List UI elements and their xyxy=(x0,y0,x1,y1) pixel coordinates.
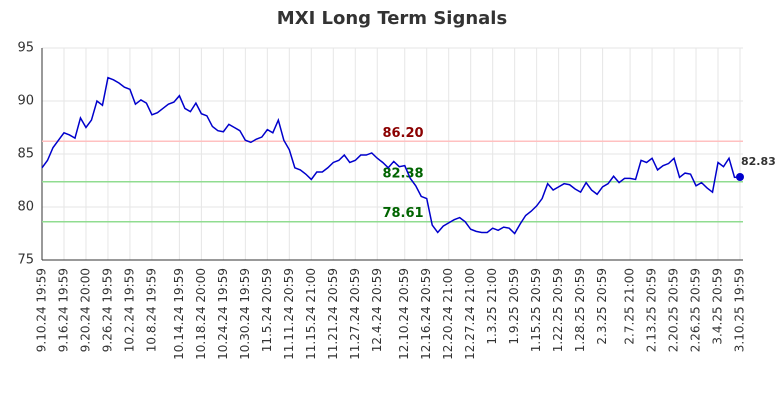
x-tick-label: 2.7.25 21:00 xyxy=(623,268,637,345)
x-tick-label: 10.24.24 19:59 xyxy=(216,268,230,360)
y-tick-label: 80 xyxy=(17,200,34,215)
x-tick-label: 9.16.24 19:59 xyxy=(56,268,70,352)
x-tick-label: 1.22.25 20:59 xyxy=(551,268,565,352)
x-tick-label: 9.20.24 20:00 xyxy=(78,268,92,352)
signal-label: 78.61 xyxy=(382,206,423,221)
x-tick-label: 12.10.24 20:59 xyxy=(397,268,411,360)
x-tick-label: 9.26.24 19:59 xyxy=(100,268,114,352)
x-tick-label: 10.18.24 20:00 xyxy=(194,268,208,360)
x-tick-label: 11.21.24 20:59 xyxy=(326,268,340,360)
x-tick-label: 9.10.24 19:59 xyxy=(35,268,49,352)
x-tick-label: 1.15.25 20:59 xyxy=(529,268,543,352)
x-tick-label: 10.14.24 19:59 xyxy=(172,268,186,360)
x-tick-label: 12.20.24 21:00 xyxy=(441,268,455,360)
x-tick-label: 10.30.24 19:59 xyxy=(238,268,252,360)
y-tick-label: 85 xyxy=(17,147,34,162)
x-tick-label: 12.4.24 20:59 xyxy=(370,268,384,352)
x-tick-label: 12.27.24 21:00 xyxy=(463,268,477,360)
x-tick-label: 1.28.25 20:59 xyxy=(573,268,587,352)
price-line xyxy=(41,76,741,235)
x-tick-label: 11.11.24 20:59 xyxy=(282,268,296,360)
x-tick-label: 3.4.25 20:59 xyxy=(711,268,725,345)
y-tick-label: 90 xyxy=(17,94,34,109)
x-tick-label: 10.2.24 19:59 xyxy=(122,268,136,352)
x-tick-label: 1.9.25 20:59 xyxy=(507,268,521,345)
chart-title: MXI Long Term Signals xyxy=(277,8,507,29)
signal-label: 82.38 xyxy=(382,166,423,181)
signal-label: 86.20 xyxy=(382,126,423,141)
x-tick-label: 2.26.25 20:59 xyxy=(689,268,703,352)
y-tick-label: 75 xyxy=(17,253,34,268)
x-tick-label: 10.8.24 19:59 xyxy=(144,268,158,352)
x-tick-label: 12.16.24 20:59 xyxy=(419,268,433,360)
x-tick-label: 2.13.25 20:59 xyxy=(645,268,659,352)
y-tick-label: 95 xyxy=(17,41,34,56)
x-tick-label: 2.20.25 20:59 xyxy=(667,268,681,352)
x-tick-label: 11.27.24 20:59 xyxy=(348,268,362,360)
x-tick-label: 3.10.25 19:59 xyxy=(733,268,747,352)
x-tick-label: 11.5.24 20:59 xyxy=(260,268,274,352)
x-tick-label: 1.3.25 21:00 xyxy=(485,268,499,345)
last-value-label: 82.83 xyxy=(741,155,776,168)
x-tick-label: 11.15.24 21:00 xyxy=(304,268,318,360)
x-tick-label: 2.3.25 20:59 xyxy=(595,268,609,345)
last-point xyxy=(736,173,744,182)
